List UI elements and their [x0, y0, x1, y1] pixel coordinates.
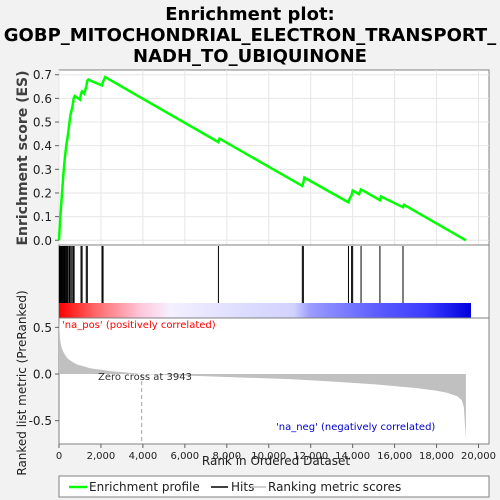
- chart-title-line-1: Enrichment plot:: [165, 4, 335, 25]
- es-y-tick-label: 0.5: [33, 116, 52, 130]
- ranking-metric-area: [59, 319, 466, 440]
- es-y-axis-label: Enrichment score (ES): [15, 70, 31, 245]
- x-tick-label: 16,000: [377, 451, 412, 462]
- legend: [58, 475, 490, 498]
- x-tick-label: 2,000: [87, 451, 116, 462]
- x-axis-label: Rank in Ordered Dataset: [202, 454, 350, 468]
- metric-y-tick-label: 0.0: [33, 368, 52, 382]
- x-tick-label: 12,000: [293, 451, 328, 462]
- x-tick-label: 6,000: [171, 451, 200, 462]
- metric-y-tick-label: -0.5: [29, 414, 52, 428]
- es-y-tick-label: 0.3: [33, 163, 52, 177]
- es-y-tick-label: 0.0: [33, 234, 52, 248]
- chart-title-line-3: NADH_TO_UBIQUINONE: [133, 46, 367, 67]
- legend-hits-label: Hits: [231, 480, 254, 494]
- x-tick-label: 8,000: [212, 451, 241, 462]
- x-tick-label: 20,000: [461, 451, 496, 462]
- es-y-axis: 0.0 0.1 0.2 0.3 0.4 0.5 0.6 0.7: [33, 68, 59, 248]
- metric-y-axis: -0.5 0.0 0.5: [29, 321, 59, 428]
- rank-color-band: [59, 303, 471, 318]
- na-neg-label: 'na_neg' (negatively correlated): [276, 422, 435, 433]
- legend-ranking-metric-label: Ranking metric scores: [268, 480, 401, 494]
- x-tick-label: 0: [56, 451, 62, 462]
- es-y-tick-label: 0.7: [33, 68, 52, 82]
- metric-y-axis-label: Ranked list metric (PreRanked): [15, 290, 29, 475]
- chart-title-line-2: GOBP_MITOCHONDRIAL_ELECTRON_TRANSPORT_: [4, 25, 496, 46]
- zero-cross-label: Zero cross at 3943: [98, 372, 192, 383]
- x-tick-label: 14,000: [335, 451, 370, 462]
- es-y-tick-label: 0.2: [33, 186, 52, 200]
- x-tick-label: 10,000: [251, 451, 286, 462]
- es-y-tick-label: 0.1: [33, 210, 52, 224]
- na-pos-label: 'na_pos' (positively correlated): [62, 320, 216, 331]
- enrichment-profile-line: [57, 75, 467, 242]
- hits-markers: [58, 246, 404, 303]
- es-panel: [58, 69, 490, 246]
- x-axis: 0 2,000 4,000 6,000 8,000 10,000 12,000 14,000 1…: [56, 444, 496, 462]
- es-y-tick-label: 0.4: [33, 139, 52, 153]
- metric-y-tick-label: 0.5: [33, 321, 52, 335]
- es-y-tick-label: 0.6: [33, 92, 52, 106]
- legend-enrichment-profile-label: Enrichment profile: [89, 480, 200, 494]
- x-tick-label: 4,000: [129, 451, 158, 462]
- x-tick-label: 18,000: [419, 451, 454, 462]
